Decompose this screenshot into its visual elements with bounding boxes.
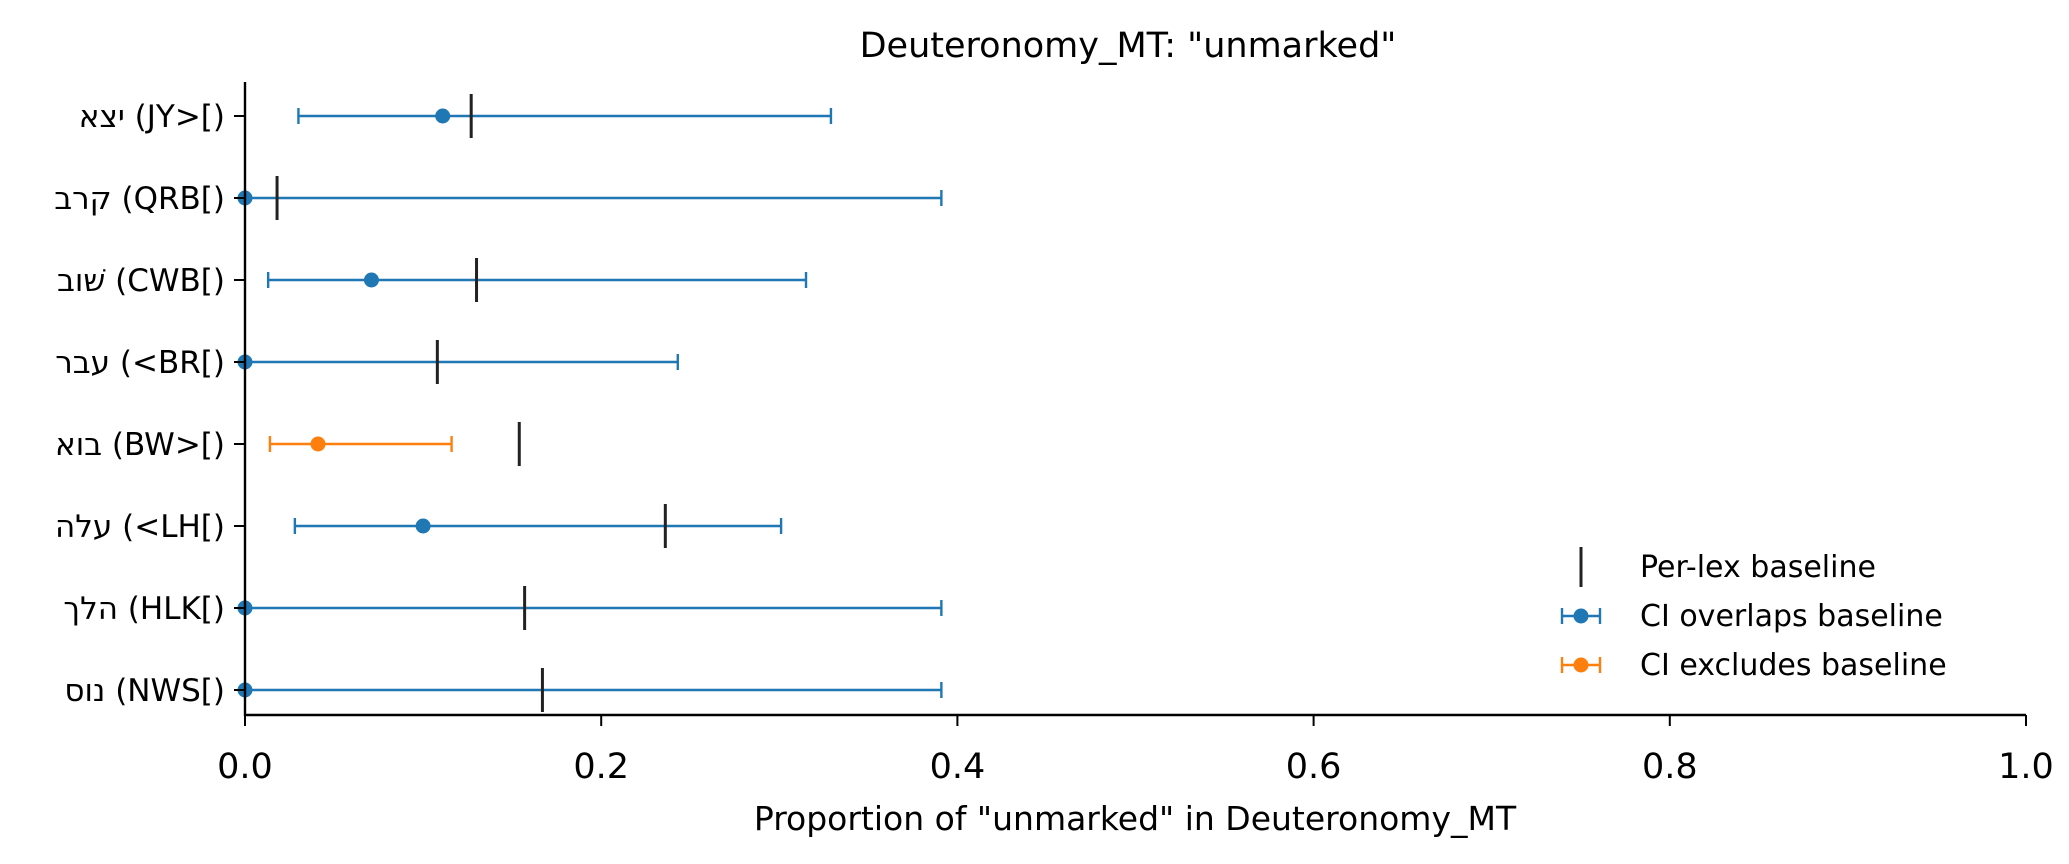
legend-label: Per-lex baseline (1640, 550, 1876, 585)
legend-ci-swatch-point (1573, 608, 1589, 624)
y-tick-label: הלך (HLK[) (63, 591, 225, 627)
y-tick-label: שׁוב (CWB[) (57, 263, 225, 299)
data-point (310, 436, 326, 452)
y-tick-label: נוס (NWS[) (64, 673, 225, 709)
y-tick-label: עלה (<LH[) (55, 509, 225, 545)
x-tick-label: 0.2 (573, 747, 629, 787)
data-point (363, 272, 379, 288)
x-tick-label: 0.8 (1642, 747, 1698, 787)
legend-label: CI overlaps baseline (1640, 599, 1943, 634)
x-axis-label: Proportion of "unmarked" in Deuteronomy_… (754, 799, 1517, 838)
y-tick-label: עבר (<BR[) (55, 345, 225, 381)
y-axis-ticks: יצא (JY>[) קרב (QRB[) שׁוב (CWB[) עבר (<BR[… (54, 99, 245, 709)
legend: Per-lex baseline CI overlaps baseline CI e… (1560, 547, 1947, 683)
x-tick-label: 1.0 (1998, 747, 2054, 787)
y-tick-label: קרב (QRB[) (54, 181, 225, 217)
x-axis-ticks: 0.0 0.2 0.4 0.6 0.8 1.0 (217, 715, 2054, 787)
data-point (415, 518, 431, 534)
x-tick-label: 0.0 (217, 747, 273, 787)
legend-ci-swatch-point (1573, 657, 1589, 673)
plot-area (237, 94, 943, 712)
x-tick-label: 0.6 (1286, 747, 1342, 787)
legend-label: CI excludes baseline (1640, 648, 1947, 683)
data-point (435, 108, 451, 124)
x-tick-label: 0.4 (930, 747, 986, 787)
chart-title: Deuteronomy_MT: "unmarked" (860, 26, 1397, 66)
y-tick-label: יצא (JY>[) (79, 99, 225, 135)
y-tick-label: בוא (BW>[) (55, 427, 225, 463)
